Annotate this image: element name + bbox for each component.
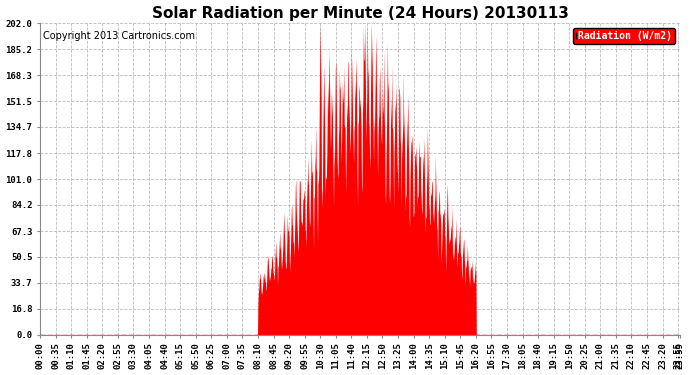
Title: Solar Radiation per Minute (24 Hours) 20130113: Solar Radiation per Minute (24 Hours) 20… — [152, 6, 569, 21]
Text: Copyright 2013 Cartronics.com: Copyright 2013 Cartronics.com — [43, 31, 195, 41]
Legend: Radiation (W/m2): Radiation (W/m2) — [573, 28, 675, 44]
